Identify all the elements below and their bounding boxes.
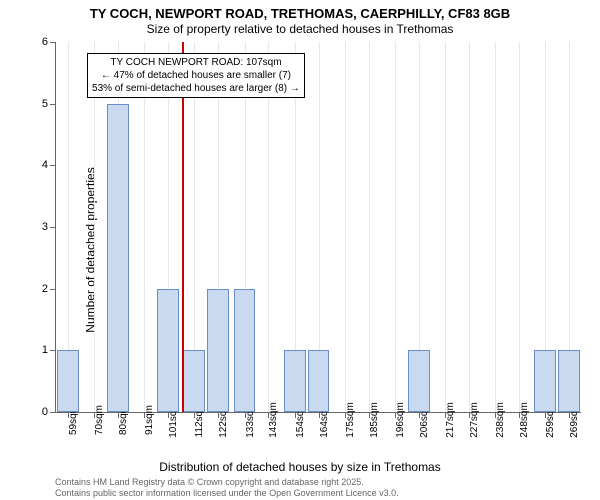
grid-line: [395, 42, 396, 412]
bar: [284, 350, 306, 412]
chart-container: TY COCH, NEWPORT ROAD, TRETHOMAS, CAERPH…: [0, 0, 600, 500]
y-tick: [50, 104, 56, 105]
bar: [234, 289, 256, 412]
bar: [558, 350, 580, 412]
x-tick-label: 196sqm: [395, 402, 406, 438]
x-tick-label: 91sqm: [144, 405, 155, 435]
bar: [107, 104, 129, 412]
grid-line: [345, 42, 346, 412]
y-tick-label: 2: [42, 283, 48, 295]
y-tick: [50, 165, 56, 166]
y-tick: [50, 42, 56, 43]
bar: [408, 350, 430, 412]
y-tick: [50, 289, 56, 290]
grid-line: [495, 42, 496, 412]
chart-title-main: TY COCH, NEWPORT ROAD, TRETHOMAS, CAERPH…: [0, 6, 600, 21]
y-tick-label: 3: [42, 221, 48, 233]
y-tick-label: 0: [42, 406, 48, 418]
y-tick-label: 5: [42, 98, 48, 110]
x-tick-label: 248sqm: [519, 402, 530, 438]
x-tick-label: 175sqm: [345, 402, 356, 438]
info-box-line1: TY COCH NEWPORT ROAD: 107sqm: [92, 56, 300, 69]
y-tick: [50, 412, 56, 413]
y-tick-label: 4: [42, 159, 48, 171]
x-tick-label: 185sqm: [369, 402, 380, 438]
grid-line: [519, 42, 520, 412]
info-box: TY COCH NEWPORT ROAD: 107sqm← 47% of det…: [87, 53, 305, 98]
x-axis-label: Distribution of detached houses by size …: [0, 460, 600, 474]
attribution-line2: Contains public sector information licen…: [55, 488, 399, 500]
x-tick-label: 70sqm: [94, 405, 105, 435]
attribution-text: Contains HM Land Registry data © Crown c…: [55, 477, 399, 500]
bar: [183, 350, 205, 412]
attribution-line1: Contains HM Land Registry data © Crown c…: [55, 477, 399, 489]
bar: [157, 289, 179, 412]
x-tick-label: 238sqm: [495, 402, 506, 438]
bar: [207, 289, 229, 412]
grid-line: [369, 42, 370, 412]
info-box-line3: 53% of semi-detached houses are larger (…: [92, 82, 300, 95]
chart-title-sub: Size of property relative to detached ho…: [0, 22, 600, 36]
y-tick-label: 1: [42, 344, 48, 356]
y-tick: [50, 350, 56, 351]
info-box-line2: ← 47% of detached houses are smaller (7): [92, 69, 300, 82]
plot-area: 012345659sqm70sqm80sqm91sqm101sqm112sqm1…: [55, 42, 581, 413]
y-tick: [50, 227, 56, 228]
bar: [308, 350, 330, 412]
x-tick-label: 217sqm: [445, 402, 456, 438]
y-tick-label: 6: [42, 36, 48, 48]
bar: [534, 350, 556, 412]
x-tick-label: 143sqm: [268, 402, 279, 438]
x-tick-label: 227sqm: [469, 402, 480, 438]
grid-line: [445, 42, 446, 412]
grid-line: [469, 42, 470, 412]
bar: [57, 350, 79, 412]
